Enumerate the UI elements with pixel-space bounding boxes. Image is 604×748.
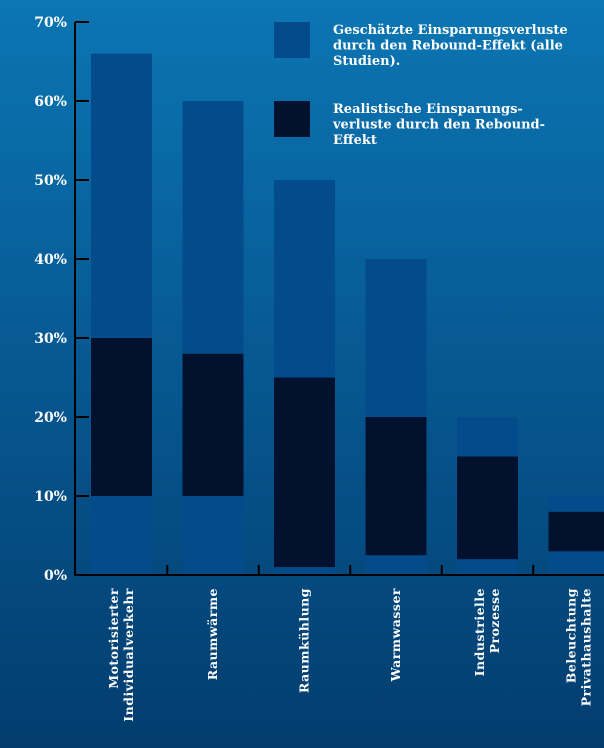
legend-label: Geschätzte Einsparungsverluste — [333, 23, 568, 38]
y-axis: 0% 10% 20% 30% 40% 50% 60% 70% — [34, 15, 89, 584]
x-category-label: Prozesse — [487, 588, 502, 653]
legend-label: durch den Rebound-Effekt (alle — [333, 39, 563, 54]
bar-series-2-1 — [91, 338, 152, 496]
bar-series-2-6 — [548, 511, 604, 552]
x-category-label: Individualverkehr — [121, 588, 136, 722]
y-tick-label: 0% — [44, 568, 67, 584]
legend-label: Realistische Einsparungs- — [333, 102, 523, 117]
x-category-label: Raumkühlung — [297, 588, 312, 693]
legend-label: Studien). — [333, 54, 400, 69]
y-tick-label: 20% — [34, 410, 67, 426]
bar-series-2-5 — [457, 456, 518, 560]
bar-series-2-3 — [274, 377, 335, 568]
y-tick-label: 70% — [34, 15, 67, 31]
bar-series-2-4 — [365, 417, 427, 556]
x-category-label: Motorisierter — [106, 588, 121, 689]
x-category-label: Beleuchtung — [564, 588, 579, 683]
y-tick-label: 40% — [34, 252, 67, 268]
bar-series-1-2 — [182, 101, 244, 575]
legend-swatch-2 — [274, 101, 310, 137]
x-category-label: Privathaushalte — [579, 588, 594, 706]
x-category-label: Raumwärme — [205, 588, 220, 680]
y-tick-label: 60% — [34, 94, 67, 110]
x-category-label: Industrielle — [472, 588, 487, 676]
bar-series-2-2 — [182, 353, 244, 496]
legend-label: Effekt — [333, 133, 377, 148]
legend-swatch-1 — [274, 22, 310, 58]
legend-label: verluste durch den Rebound- — [332, 118, 545, 133]
y-tick-label: 10% — [34, 489, 67, 505]
x-category-label: Warmwasser — [388, 588, 403, 682]
y-tick-label: 30% — [34, 331, 67, 347]
x-axis: Motorisierter Individualverkehr Raumwärme R… — [74, 565, 604, 722]
y-tick-label: 50% — [34, 173, 67, 189]
bars — [91, 53, 604, 576]
bar-series-1-1 — [91, 53, 152, 576]
